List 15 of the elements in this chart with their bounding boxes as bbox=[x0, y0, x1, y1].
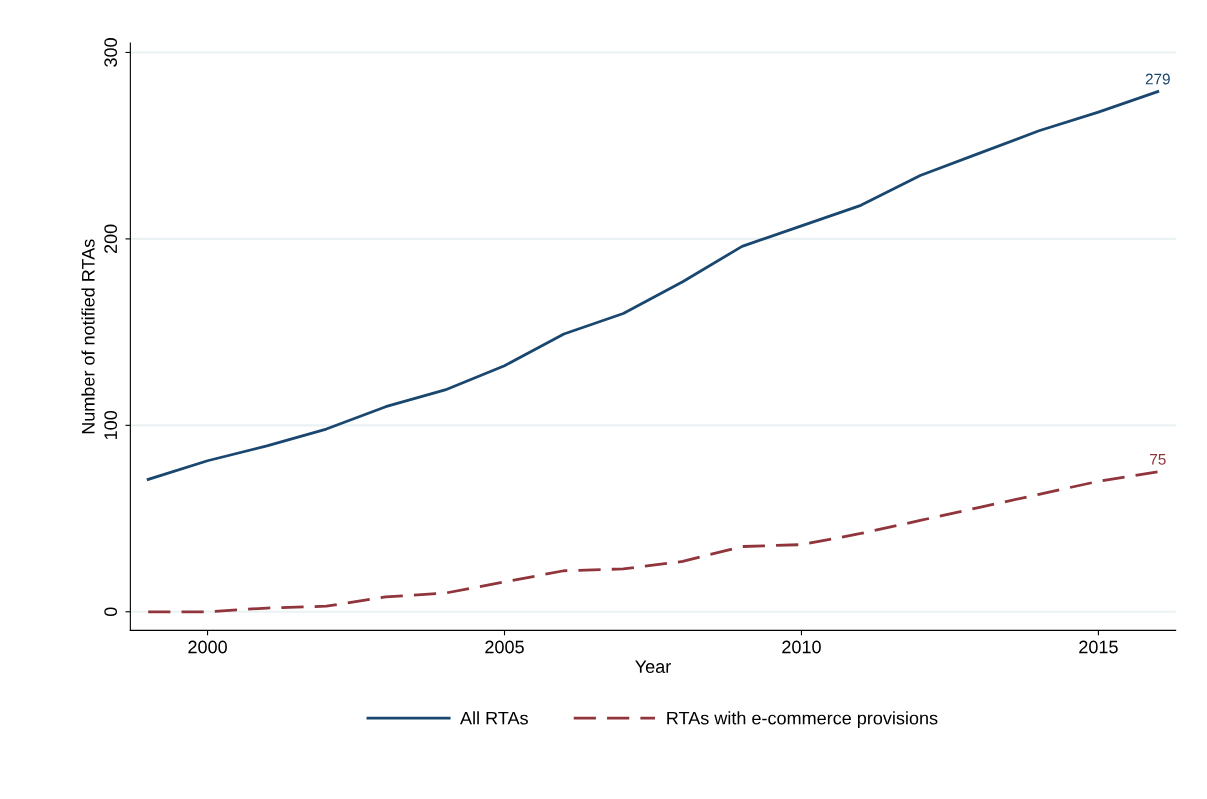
line-series bbox=[146, 470, 1160, 614]
x-tick-label: 2000 bbox=[188, 640, 227, 654]
legend-label: All RTAs bbox=[460, 711, 528, 725]
x-tick-label: 2015 bbox=[1079, 640, 1118, 654]
legend-label: RTAs with e-commerce provisions bbox=[667, 711, 938, 729]
annotation: 279 bbox=[1145, 73, 1170, 85]
y-tick-label: 0 bbox=[104, 607, 118, 617]
y-tick-label: 300 bbox=[104, 38, 118, 67]
x-axis-title: Year bbox=[635, 660, 671, 673]
y-tick-label: 200 bbox=[104, 224, 118, 254]
y-axis-title: Number of notified RTAs bbox=[81, 239, 95, 434]
y-tick-label: 100 bbox=[104, 410, 118, 440]
annotation: 75 bbox=[1150, 454, 1166, 465]
x-tick-label: 2010 bbox=[782, 640, 821, 654]
x-tick-label: 2005 bbox=[485, 640, 524, 654]
